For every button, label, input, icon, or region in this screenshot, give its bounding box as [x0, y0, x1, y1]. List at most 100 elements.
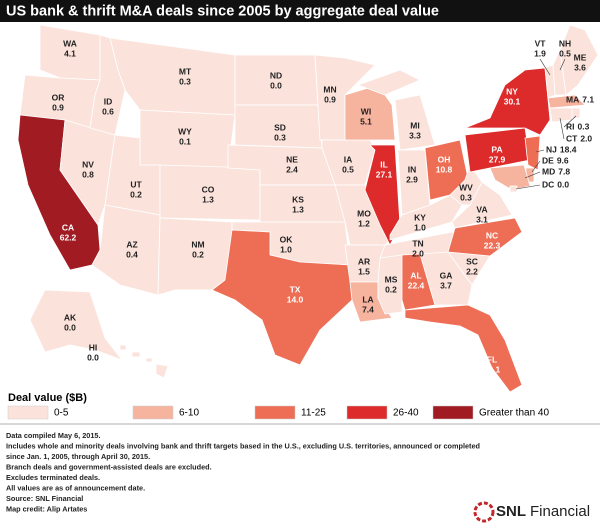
state-value: 3.6	[574, 62, 586, 72]
state-shape	[357, 69, 421, 96]
state-value: 0.0	[270, 80, 282, 90]
state-value: 1.0	[414, 222, 426, 232]
state-abbr: WY	[178, 126, 192, 136]
state-value: 0.8	[82, 169, 94, 179]
state-shape	[404, 304, 523, 393]
state-abbr: IL	[380, 159, 388, 169]
state-value: 0.3	[578, 121, 590, 131]
state-abbr: IN	[408, 164, 417, 174]
state-value: 27.1	[376, 169, 393, 179]
state-abbr: ND	[270, 70, 282, 80]
state-value: 5.1	[360, 116, 372, 126]
state-abbr: MN	[323, 84, 336, 94]
state-value: 0.0	[557, 179, 569, 189]
state-value: 1.3	[292, 204, 304, 214]
state-value: 18.4	[560, 144, 577, 154]
title: US bank & thrift M&A deals since 2005 by…	[6, 3, 439, 19]
state-abbr: CT	[566, 133, 578, 143]
state-value: 10.1	[484, 364, 501, 374]
state-value: 7.8	[558, 166, 570, 176]
leader-line	[535, 149, 545, 153]
state-abbr: KY	[414, 212, 426, 222]
state-abbr: NC	[486, 230, 498, 240]
state-labels: WA4.1OR0.9CA62.2NV0.8ID0.6MT0.3WY0.1UT0.…	[52, 38, 595, 374]
state-abbr: HI	[89, 342, 98, 352]
state-shape	[145, 357, 153, 363]
state-shape	[447, 217, 523, 257]
state-abbr: AR	[358, 256, 370, 266]
state-shape	[131, 351, 141, 358]
state-value: 0.9	[52, 102, 64, 112]
leader-line	[531, 160, 541, 173]
state-abbr: NY	[506, 86, 518, 96]
state-abbr: RI	[566, 121, 575, 131]
title-bar	[0, 0, 600, 22]
state-value: 0.0	[64, 322, 76, 332]
state-abbr: WA	[63, 38, 77, 48]
state-abbr: PA	[491, 144, 502, 154]
legend-label: Greater than 40	[479, 408, 549, 419]
state-value: 1.5	[358, 266, 370, 276]
leader-line	[559, 117, 565, 140]
state-value: 0.1	[179, 136, 191, 146]
state-abbr: CO	[202, 184, 215, 194]
state-value: 0.3	[179, 76, 191, 86]
state-value: 22.4	[408, 280, 425, 290]
state-abbr: NJ	[546, 144, 557, 154]
state-value: 14.0	[287, 294, 304, 304]
state-abbr: NM	[191, 239, 204, 249]
state-value: 27.9	[489, 154, 506, 164]
legend-swatch	[346, 405, 388, 420]
state-shape	[401, 253, 436, 311]
state-abbr: TX	[290, 284, 301, 294]
state-abbr: SD	[274, 122, 286, 132]
state-shape	[155, 363, 169, 379]
state-abbr: SC	[466, 256, 478, 266]
state-abbr: UT	[130, 179, 142, 189]
state-value: 0.2	[192, 249, 204, 259]
state-value: 0.2	[130, 189, 142, 199]
state-shape	[449, 164, 483, 206]
state-abbr: OR	[52, 92, 65, 102]
state-value: 2.0	[580, 133, 592, 143]
note-line: Data compiled May 6, 2015.	[6, 431, 101, 440]
state-abbr: NE	[286, 154, 298, 164]
leader-line	[539, 58, 551, 76]
state-value: 62.2	[60, 232, 77, 242]
state-value: 30.1	[504, 96, 521, 106]
state-value: 2.9	[406, 174, 418, 184]
state-abbr: MD	[542, 166, 555, 176]
state-value: 9.6	[557, 155, 569, 165]
state-abbr: GA	[440, 270, 453, 280]
note-line: since Jan. 1, 2005, through April 30, 20…	[6, 452, 150, 461]
state-value: 0.3	[460, 192, 472, 202]
state-abbr: TN	[412, 238, 423, 248]
state-value: 1.3	[202, 194, 214, 204]
legend-label: 11-25	[301, 408, 326, 419]
legend-title: Deal value ($B)	[8, 392, 87, 404]
state-value: 0.3	[274, 132, 286, 142]
state-abbr: LA	[362, 294, 373, 304]
state-shape	[211, 229, 353, 366]
note-line: Excludes terminated deals.	[6, 473, 100, 482]
state-abbr: MT	[179, 66, 192, 76]
state-abbr: AL	[410, 270, 421, 280]
state-value: 0.5	[559, 48, 571, 58]
leader-line	[524, 171, 541, 179]
legend-swatch	[432, 405, 474, 420]
state-abbr: DC	[542, 179, 554, 189]
state-value: 2.4	[286, 164, 298, 174]
state-value: 0.5	[342, 164, 354, 174]
note-line: Map credit: Alip Artates	[6, 504, 87, 513]
state-abbr: MS	[385, 274, 398, 284]
state-value: 0.2	[385, 284, 397, 294]
notes: Data compiled May 6, 2015.Includes whole…	[6, 431, 480, 514]
leader-line	[515, 184, 541, 190]
state-abbr: WV	[459, 182, 473, 192]
legend: 0-5 6-10 11-25 26-40 Greater than 40	[7, 405, 549, 420]
legend-swatch	[254, 405, 296, 420]
note-line: Source: SNL Financial	[6, 494, 83, 503]
state-value: 7.4	[362, 304, 374, 314]
legend-label: 6-10	[179, 408, 199, 419]
state-value: 0.0	[87, 352, 99, 362]
